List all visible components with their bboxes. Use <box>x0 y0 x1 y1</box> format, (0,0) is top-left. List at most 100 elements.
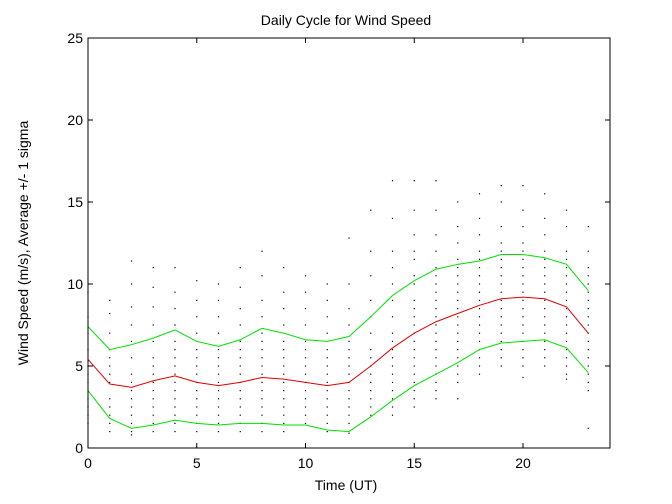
observation-point-6-4 <box>217 349 220 351</box>
x-tick-label-15: 15 <box>406 455 422 471</box>
observation-point-5-10 <box>196 398 198 400</box>
observation-point-18-2 <box>478 234 481 236</box>
observation-point-21-15 <box>544 349 546 351</box>
observation-point-18-13 <box>478 332 481 334</box>
observation-point-19-4 <box>500 250 502 252</box>
observation-point-13-10 <box>370 381 372 383</box>
observation-point-14-15 <box>391 398 394 400</box>
observation-point-21-4 <box>544 258 546 260</box>
observation-point-23-5 <box>587 291 589 293</box>
observation-point-20-7 <box>522 275 524 277</box>
observation-point-9-9 <box>283 381 285 383</box>
observation-point-5-4 <box>196 349 198 351</box>
observation-point-20-16 <box>522 349 524 351</box>
observation-point-17-18 <box>457 381 459 383</box>
observation-point-2-8 <box>130 390 133 392</box>
observation-point-1-5 <box>109 365 111 367</box>
observation-point-20-9 <box>522 291 524 293</box>
observation-point-1-9 <box>109 406 111 408</box>
observation-point-17-19 <box>457 398 459 400</box>
observation-point-19-15 <box>500 340 502 342</box>
observation-point-22-6 <box>565 283 568 285</box>
observation-point-16-11 <box>435 324 437 326</box>
observation-point-6-14 <box>217 431 220 433</box>
observation-point-2-10 <box>130 406 133 408</box>
observation-point-7-6 <box>239 357 241 359</box>
observation-point-2-2 <box>130 306 133 308</box>
observation-point-23-13 <box>587 357 589 359</box>
observation-point-19-17 <box>500 357 502 359</box>
y-tick-label-25: 25 <box>67 30 83 46</box>
observation-point-5-0 <box>196 280 198 282</box>
observation-point-17-1 <box>457 226 459 228</box>
observation-point-13-0 <box>370 209 372 211</box>
observation-point-5-11 <box>196 406 198 408</box>
observation-point-14-6 <box>391 316 394 318</box>
observation-point-21-2 <box>544 234 546 236</box>
observation-point-1-10 <box>109 414 111 416</box>
observation-point-18-16 <box>478 357 481 359</box>
observation-point-18-1 <box>478 217 481 219</box>
plot-frame <box>87 37 611 449</box>
observation-point-15-5 <box>413 275 415 277</box>
observation-point-23-6 <box>587 299 589 301</box>
observation-point-16-4 <box>435 267 437 269</box>
observation-point-8-0 <box>261 250 263 252</box>
observation-point-12-15 <box>348 432 350 434</box>
observation-point-15-8 <box>413 308 415 310</box>
observation-point-4-1 <box>174 291 176 293</box>
observation-point-22-15 <box>565 357 568 359</box>
observation-point-5-3 <box>196 332 198 334</box>
observation-point-16-10 <box>435 316 437 318</box>
observation-point-2-9 <box>130 398 133 400</box>
observation-point-21-10 <box>544 308 546 310</box>
observation-point-12-12 <box>348 406 350 408</box>
observation-point-12-3 <box>348 324 350 326</box>
observation-point-23-17 <box>587 390 589 392</box>
observation-point-12-13 <box>348 414 350 416</box>
observation-point-15-3 <box>413 250 415 252</box>
observation-point-20-13 <box>522 324 524 326</box>
observation-point-22-2 <box>565 250 568 252</box>
observation-point-20-0 <box>522 185 524 187</box>
observation-point-9-8 <box>283 373 285 375</box>
observation-point-12-11 <box>348 398 350 400</box>
observation-point-10-5 <box>304 349 307 351</box>
y-axis-label: Wind Speed (m/s), Average +/- 1 sigma <box>15 121 31 366</box>
observation-point-11-10 <box>326 398 328 400</box>
observation-point-8-2 <box>261 299 263 301</box>
observation-point-9-13 <box>283 414 285 416</box>
observation-point-16-8 <box>435 299 437 301</box>
observation-point-13-3 <box>370 299 372 301</box>
observation-point-23-0 <box>587 226 589 228</box>
observation-point-15-18 <box>413 390 415 392</box>
observation-point-18-7 <box>478 283 481 285</box>
observation-point-6-7 <box>217 373 220 375</box>
observation-point-15-15 <box>413 365 415 367</box>
observation-point-17-14 <box>457 349 459 351</box>
observation-point-16-6 <box>435 283 437 285</box>
observation-point-1-6 <box>109 373 111 375</box>
observation-point-3-4 <box>152 340 154 342</box>
observation-point-17-15 <box>457 357 459 359</box>
observation-point-7-3 <box>239 324 241 326</box>
observation-point-15-16 <box>413 373 415 375</box>
observation-point-4-6 <box>174 357 176 359</box>
observation-point-16-12 <box>435 332 437 334</box>
observation-point-22-1 <box>565 226 568 228</box>
observation-point-21-6 <box>544 275 546 277</box>
observation-point-3-14 <box>152 431 154 433</box>
lower-sigma-line <box>87 339 589 433</box>
observation-point-9-11 <box>283 398 285 400</box>
observation-point-14-2 <box>391 250 394 252</box>
observation-point-14-14 <box>391 390 394 392</box>
observation-point-22-10 <box>565 316 568 318</box>
observation-point-14-13 <box>391 381 394 383</box>
observation-point-2-14 <box>130 434 133 436</box>
observation-point-6-0 <box>217 283 220 285</box>
observation-point-23-8 <box>587 316 589 318</box>
observation-point-23-7 <box>587 308 589 310</box>
observation-point-9-10 <box>283 390 285 392</box>
observation-point-2-12 <box>130 422 133 424</box>
